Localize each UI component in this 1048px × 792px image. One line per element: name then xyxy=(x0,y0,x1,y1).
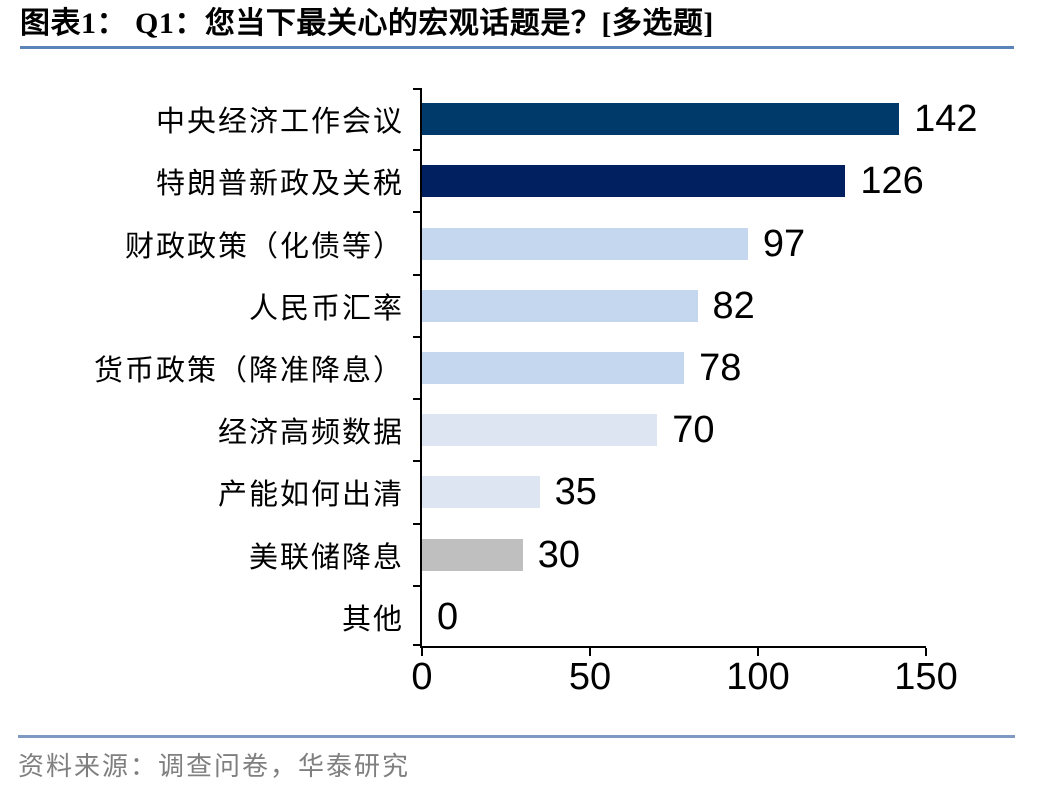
category-axis: 中央经济工作会议 特朗普新政及关税财政政策（化债等） 人民币汇率货币政策（降准降息）… xyxy=(0,88,420,648)
x-axis-tick xyxy=(925,648,927,656)
bar-row: 35 xyxy=(422,461,926,523)
bar xyxy=(422,165,846,198)
y-axis-tick xyxy=(413,335,420,338)
value-label: 70 xyxy=(672,409,715,452)
footer-rule xyxy=(18,735,1015,738)
y-axis-tick xyxy=(413,522,420,525)
x-axis-tick xyxy=(421,648,423,656)
bar-row: 70 xyxy=(422,399,926,461)
y-axis-tick xyxy=(413,149,420,152)
bar-row: 0 xyxy=(422,586,926,648)
value-label: 126 xyxy=(860,160,924,203)
value-label: 78 xyxy=(699,346,742,389)
bar-row: 126 xyxy=(422,150,926,212)
source-note: 资料来源：调查问卷，华泰研究 xyxy=(18,752,411,781)
category-label: 货币政策（降准降息） xyxy=(93,354,404,387)
x-tick-label: 50 xyxy=(568,656,612,698)
value-label: 82 xyxy=(712,284,755,327)
y-axis-tick xyxy=(413,644,420,646)
plot-area: 142 126 97 82 78 70 35 30 0 0 50 100 150 xyxy=(411,88,978,696)
value-label: 35 xyxy=(554,471,597,514)
value-label: 142 xyxy=(914,98,978,141)
category-label: 特朗普新政及关税 xyxy=(155,168,404,201)
category-label: 中央经济工作会议 xyxy=(155,106,404,139)
bar-row: 142 xyxy=(422,88,978,150)
bar xyxy=(422,414,658,447)
bar xyxy=(422,538,523,571)
category-label: 其他 xyxy=(341,603,404,636)
category-label: 产能如何出清 xyxy=(217,479,404,512)
y-axis-tick xyxy=(413,460,420,463)
value-label: 97 xyxy=(762,222,806,265)
y-axis-tick xyxy=(413,88,420,90)
x-tick-label: 0 xyxy=(411,656,433,698)
category-label: 人民币汇率 xyxy=(248,292,404,325)
bar-row: 30 xyxy=(422,524,926,586)
figure-title: 图表1： Q1：您当下最关心的宏观话题是？[多选题] xyxy=(20,7,714,40)
bar-row: 78 xyxy=(422,337,926,399)
category-label: 财政政策（化债等） xyxy=(124,230,404,263)
x-tick-label: 100 xyxy=(726,656,790,698)
x-axis-tick xyxy=(588,648,591,656)
value-label: 0 xyxy=(437,595,459,638)
value-label: 30 xyxy=(537,533,581,576)
category-label: 经济高频数据 xyxy=(217,417,404,450)
bar-row: 97 xyxy=(422,212,926,274)
y-axis-tick xyxy=(413,211,420,214)
bar xyxy=(422,103,900,136)
category-label: 美联储降息 xyxy=(248,541,404,574)
bar xyxy=(422,227,748,260)
x-tick-label: 150 xyxy=(894,656,958,698)
bar xyxy=(422,476,540,509)
y-axis-tick xyxy=(413,398,420,401)
bar xyxy=(422,351,685,384)
title-underline xyxy=(20,46,1014,49)
bar-row: 82 xyxy=(422,275,926,337)
y-axis-tick xyxy=(413,584,420,587)
bar xyxy=(422,289,698,322)
x-axis-tick xyxy=(756,648,759,656)
y-axis-tick xyxy=(413,273,420,276)
